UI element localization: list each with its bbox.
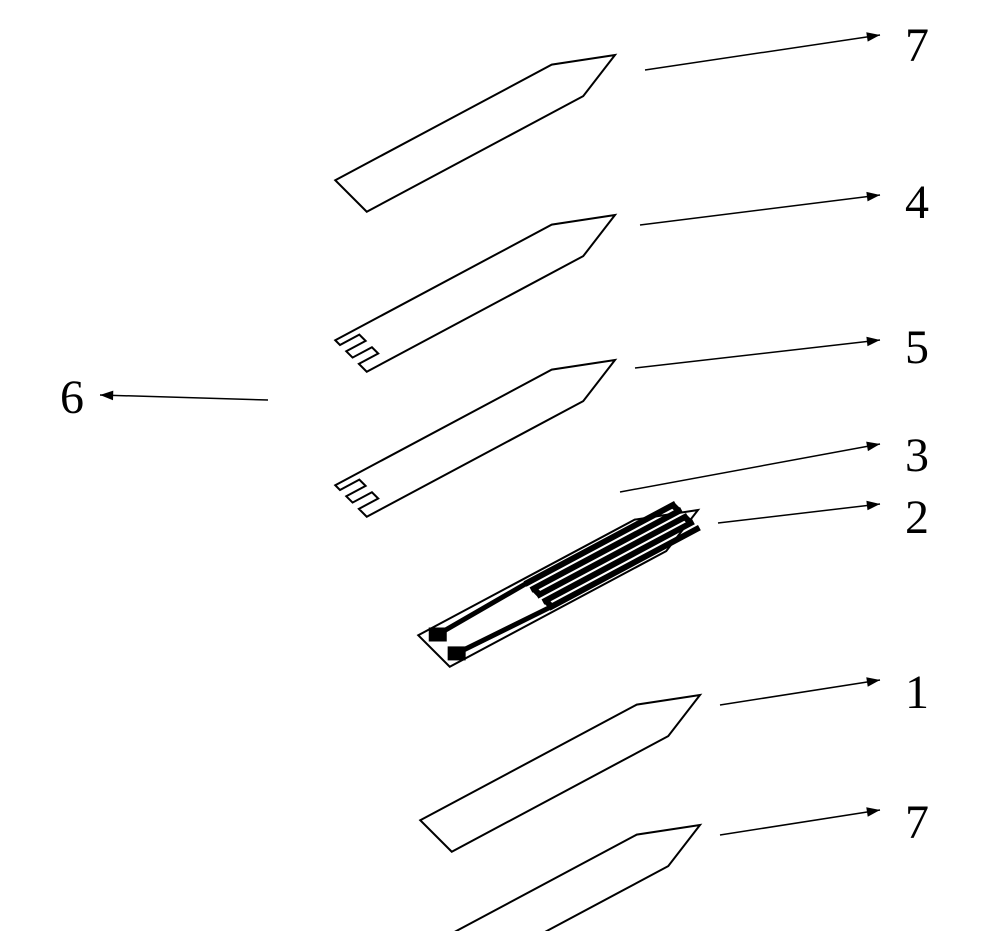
trace-pattern — [429, 505, 697, 660]
callout-layer-5: 5 — [905, 320, 929, 375]
layer-layer-4 — [335, 215, 615, 372]
callout-label-3: 3 — [905, 428, 929, 483]
callout-layer-2: 2 — [905, 490, 929, 545]
callout-bottom-7: 7 — [905, 795, 929, 850]
layer-layer-1 — [420, 695, 700, 852]
callout-top-7: 7 — [905, 18, 929, 73]
layer-top-7 — [335, 55, 615, 212]
exploded-diagram — [0, 0, 1000, 931]
callout-label-6: 6 — [60, 370, 84, 425]
callout-layer-1: 1 — [905, 665, 929, 720]
layer-layer-5 — [335, 360, 615, 517]
callout-layer-4: 4 — [905, 175, 929, 230]
layer-bottom-7 — [420, 825, 700, 931]
